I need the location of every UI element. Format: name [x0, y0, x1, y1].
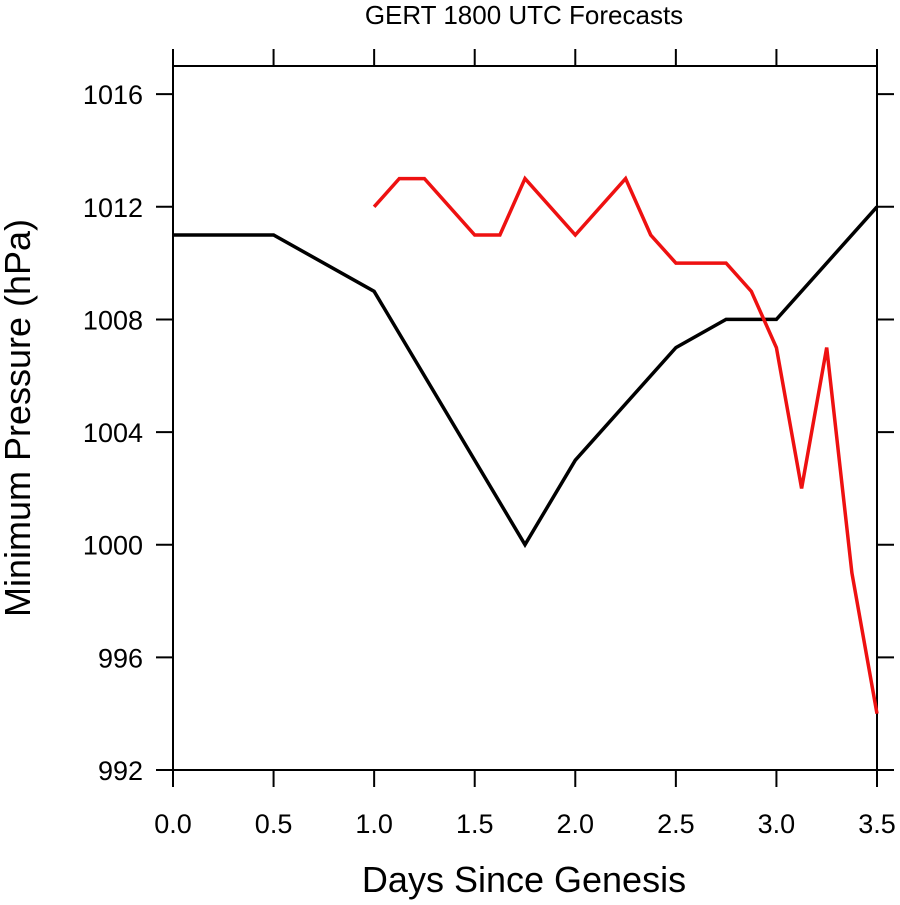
chart-title: GERT 1800 UTC Forecasts	[365, 0, 683, 30]
y-axis-title: Minimum Pressure (hPa)	[0, 219, 38, 617]
x-axis-title: Days Since Genesis	[362, 859, 686, 900]
y-tick-label: 1004	[83, 418, 143, 448]
plot-frame	[172, 65, 878, 771]
y-tick-label: 992	[98, 756, 143, 786]
y-tick-label: 1008	[83, 305, 143, 335]
series-line-0	[173, 205, 879, 549]
x-tick-label: 2.5	[657, 809, 695, 839]
plot-area: 0.0 0.5 1.0 1.5 2.0 2.5 3.0 3.5 992 996 1000 1004 10…	[83, 49, 896, 839]
y-tick-label: 1012	[83, 193, 143, 223]
x-tick-label: 1.0	[355, 809, 393, 839]
y-tick-label: 1000	[83, 531, 143, 561]
series-line-1	[372, 175, 879, 715]
x-tick-label: 3.0	[758, 809, 796, 839]
x-tick-label: 3.5	[858, 809, 896, 839]
y-tick-label: 1016	[83, 80, 143, 110]
x-tick-label: 1.5	[456, 809, 494, 839]
y-tick-label: 996	[98, 643, 143, 673]
x-tick-label: 0.5	[255, 809, 293, 839]
x-tick-label: 2.0	[557, 809, 595, 839]
x-tick-label: 0.0	[154, 809, 192, 839]
